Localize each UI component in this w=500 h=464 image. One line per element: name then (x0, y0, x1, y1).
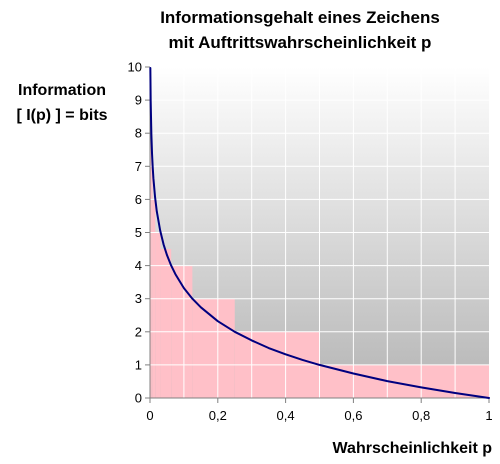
information-curve (149, 66, 490, 399)
step-bar (155, 232, 161, 398)
chart-title-line-1: Informationsgehalt eines Zeichens (160, 8, 440, 27)
y-tick-label: 1 (135, 357, 142, 372)
y-tick-label: 3 (135, 291, 142, 306)
x-tick-label: 0,2 (209, 408, 227, 423)
y-tick-label: 2 (135, 324, 142, 339)
x-tick-label: 0,6 (344, 408, 362, 423)
step-bar (192, 298, 235, 398)
y-axis-label-line-2: [ I(p) ] = bits (16, 107, 107, 124)
x-tick-label: 0,8 (412, 408, 430, 423)
y-tick-label: 8 (135, 126, 142, 141)
tick-labels: 0 1 2 3 4 5 6 7 8 9 10 0 0,2 0,4 0,6 0,8 1 (128, 60, 493, 424)
y-tick-label: 10 (128, 60, 142, 75)
x-tick-label: 0 (146, 408, 153, 423)
y-tick-label: 6 (135, 192, 142, 207)
y-axis-label-line-1: Information (18, 82, 106, 99)
y-tick-label: 0 (135, 391, 142, 406)
grid-lines (150, 66, 489, 398)
y-tick-label: 7 (135, 159, 142, 174)
x-axis-label: Wahrscheinlichkeit p (333, 440, 493, 457)
x-tick-label: 1 (485, 408, 492, 423)
chart-title-line-2: mit Auftrittswahrscheinlichkeit p (169, 33, 432, 52)
step-bar (319, 364, 489, 398)
step-bar (151, 166, 153, 398)
axes (145, 66, 490, 403)
y-tick-label: 9 (135, 93, 142, 108)
y-tick-label: 4 (135, 258, 142, 273)
x-tick-label: 0,4 (277, 408, 295, 423)
information-line (149, 66, 490, 399)
y-tick-label: 5 (135, 225, 142, 240)
step-bar (160, 249, 172, 398)
